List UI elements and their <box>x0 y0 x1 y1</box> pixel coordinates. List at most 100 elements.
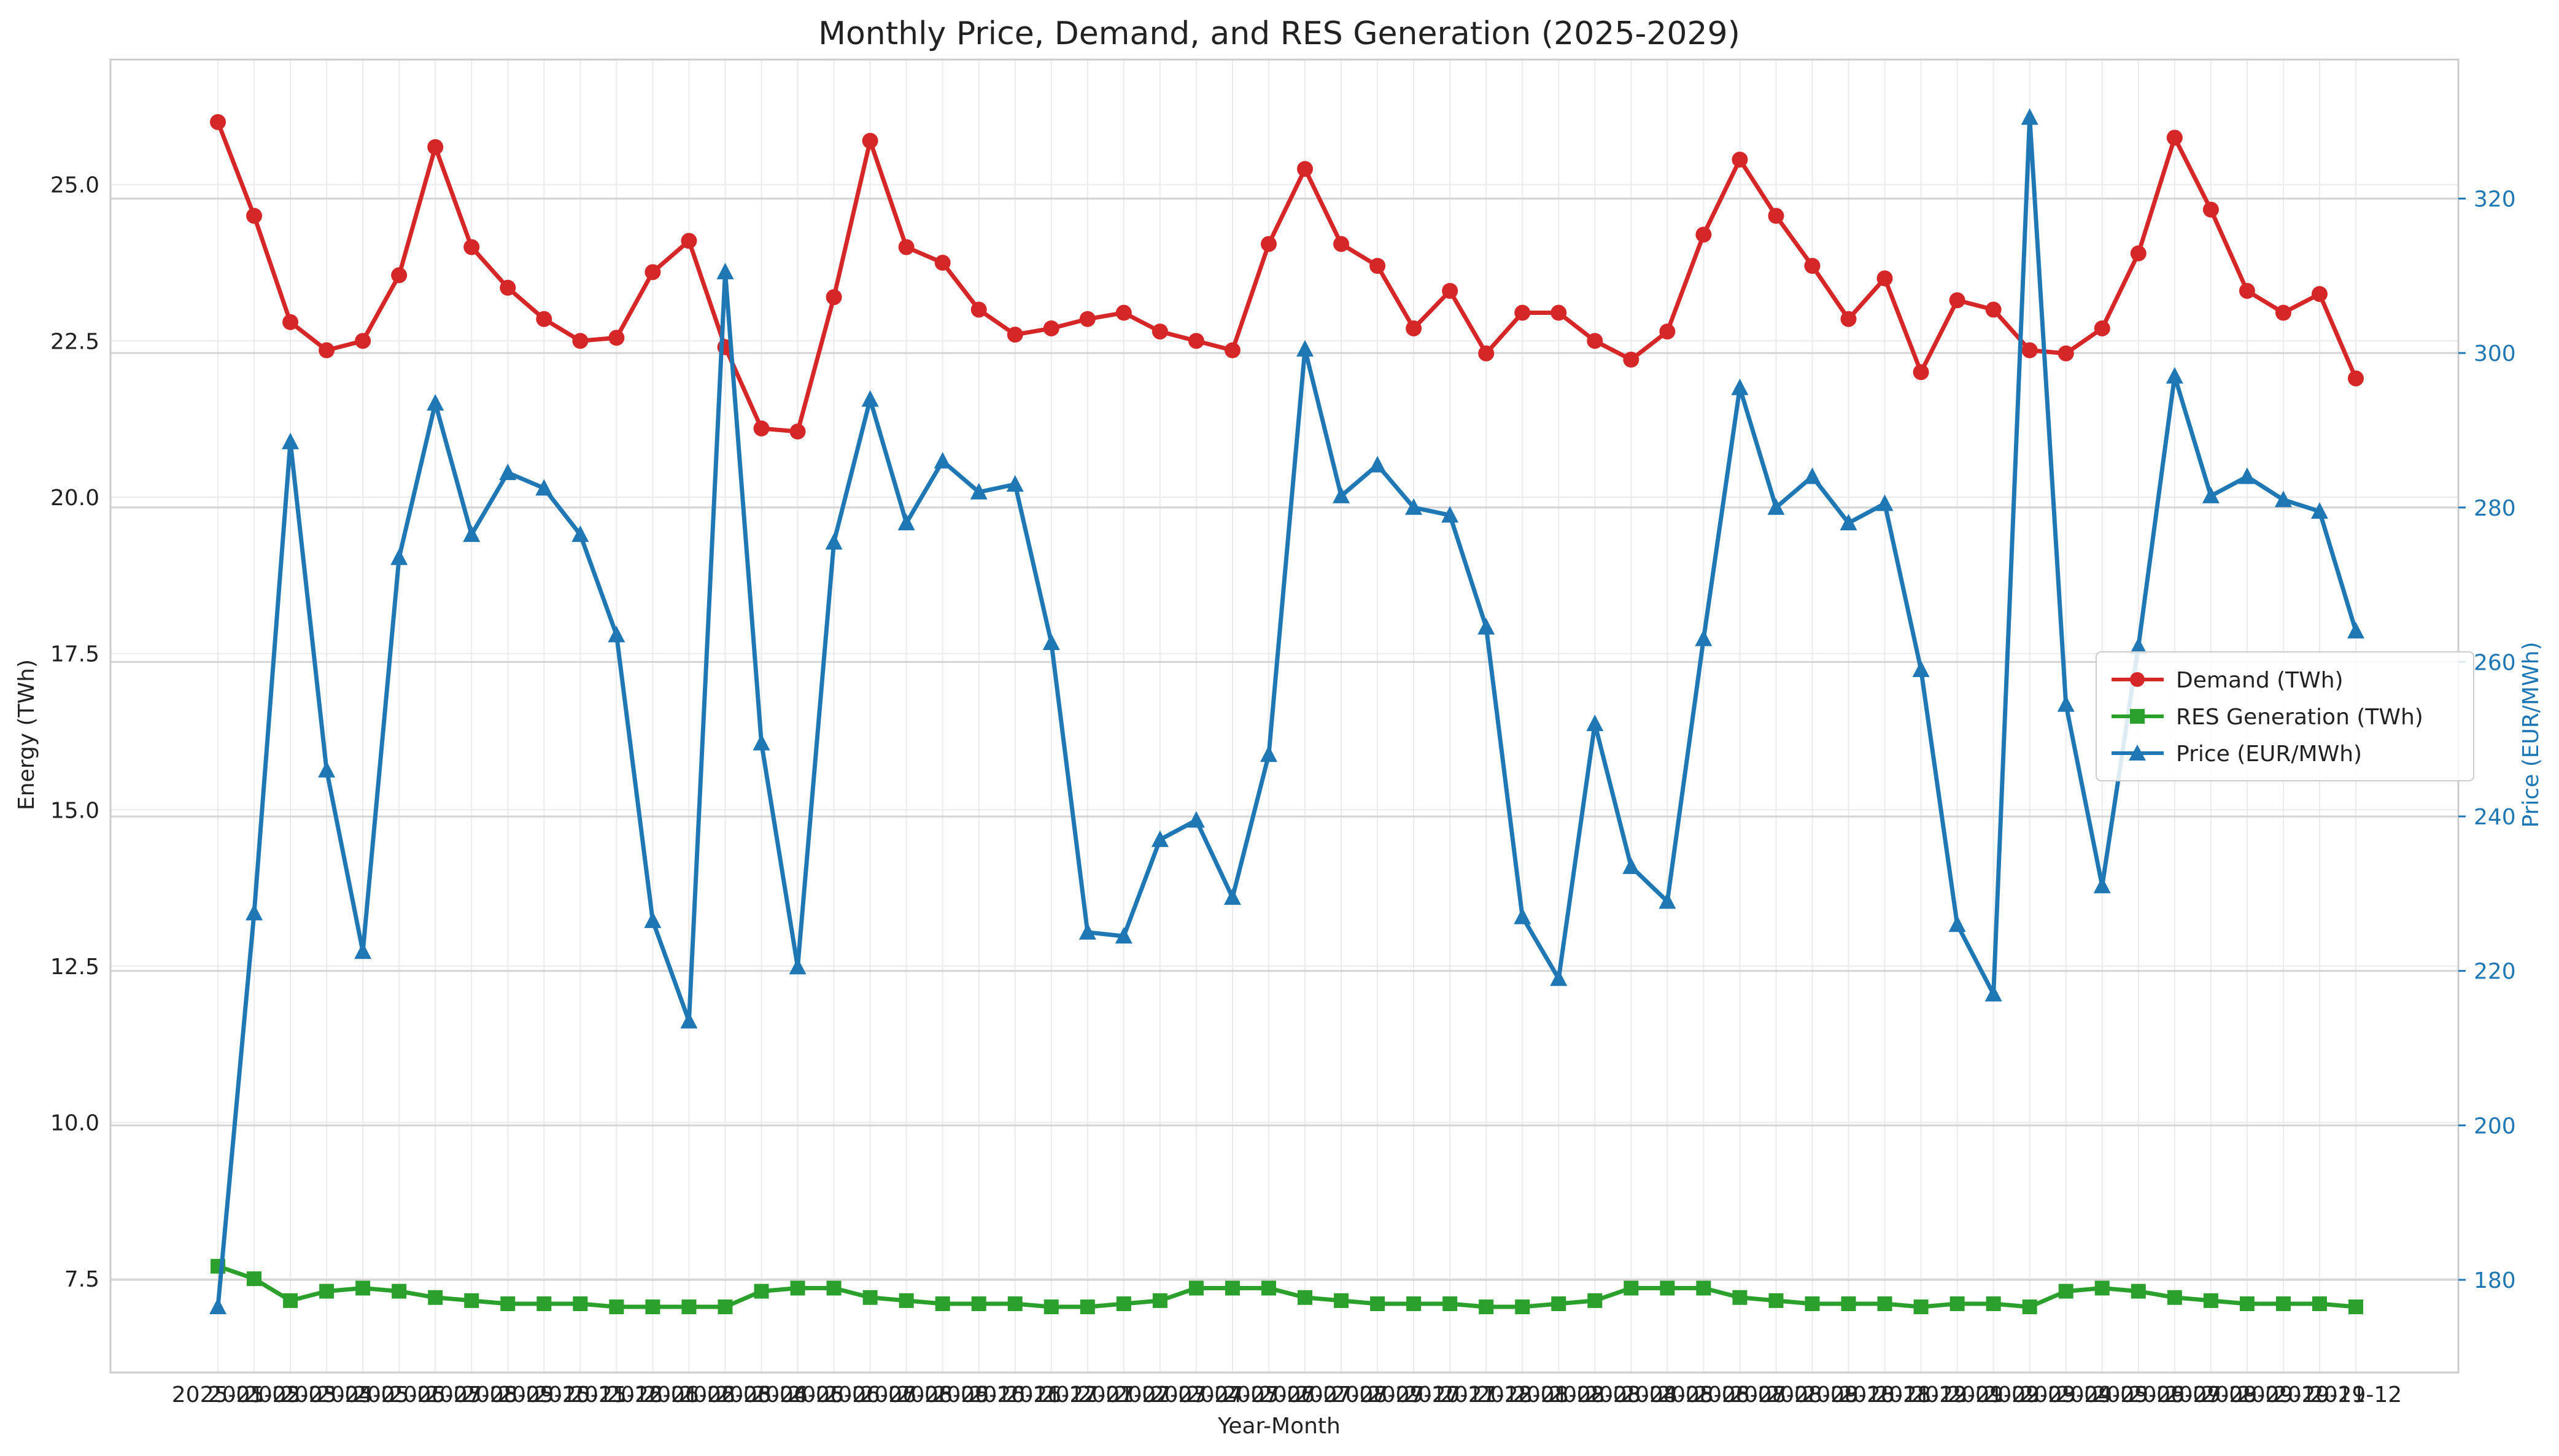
data-point-res-generation-twh <box>1732 1290 1748 1305</box>
data-point-demand-twh <box>2058 345 2074 362</box>
data-point-price-eur-mwh <box>1731 378 1749 395</box>
x-tick-label: 2027-06 <box>1223 1382 1315 1408</box>
data-point-demand-twh <box>1840 311 1857 327</box>
x-tick-label: 2028-07 <box>1694 1382 1786 1408</box>
legend-entry-res-generation: RES Generation (TWh) <box>2112 705 2423 730</box>
data-point-res-generation-twh <box>935 1296 950 1311</box>
y-tick-label-left: 20.0 <box>50 486 99 511</box>
data-point-demand-twh <box>1115 304 1132 321</box>
data-point-res-generation-twh <box>2239 1296 2255 1311</box>
data-point-price-eur-mwh <box>1260 745 1277 762</box>
x-tick-label: 2029-12 <box>2310 1382 2402 1408</box>
data-point-res-generation-twh <box>1587 1293 1603 1308</box>
data-point-demand-twh <box>282 314 299 330</box>
data-point-price-eur-mwh <box>861 390 879 407</box>
x-tick-label: 2027-03 <box>1114 1382 1206 1408</box>
data-point-demand-twh <box>1876 270 1893 287</box>
data-point-res-generation-twh <box>573 1296 588 1311</box>
data-point-price-eur-mwh <box>571 525 589 542</box>
data-point-price-eur-mwh <box>1477 618 1495 635</box>
data-point-demand-twh <box>1804 258 1821 274</box>
y-tick-label-left: 25.0 <box>50 173 99 198</box>
data-point-res-generation-twh <box>1479 1299 1494 1315</box>
data-point-demand-twh <box>1695 227 1712 243</box>
data-point-price-eur-mwh <box>1006 475 1024 492</box>
data-point-price-eur-mwh <box>318 761 336 778</box>
data-point-price-eur-mwh <box>1622 857 1640 874</box>
data-point-price-eur-mwh <box>2310 502 2328 519</box>
data-point-res-generation-twh <box>1442 1296 1458 1311</box>
x-tick-label: 2029-03 <box>1983 1382 2075 1408</box>
y-axis-label-left: Energy (TWh) <box>14 659 39 810</box>
data-point-price-eur-mwh <box>1441 506 1459 523</box>
data-point-demand-twh <box>681 233 697 249</box>
x-tick-label: 2028-08 <box>1730 1382 1822 1408</box>
data-point-price-eur-mwh <box>1912 660 1930 678</box>
data-point-demand-twh <box>1587 333 1603 349</box>
data-point-res-generation-twh <box>2094 1280 2110 1296</box>
x-tick-label: 2026-10 <box>933 1382 1025 1408</box>
data-point-demand-twh <box>2166 130 2183 146</box>
data-point-price-eur-mwh <box>644 911 662 928</box>
x-tick-label: 2026-07 <box>824 1382 916 1408</box>
data-point-res-generation-twh <box>2022 1299 2037 1315</box>
data-point-price-eur-mwh <box>1369 455 1387 473</box>
legend-marker-square <box>2130 709 2145 724</box>
x-tick-label: 2026-08 <box>860 1382 952 1408</box>
data-point-res-generation-twh <box>1913 1299 1929 1315</box>
x-tick-label: 2026-04 <box>715 1382 807 1408</box>
data-point-demand-twh <box>1442 282 1458 299</box>
y-tick-label-right: 280 <box>2474 496 2516 521</box>
x-tick-label: 2026-06 <box>788 1382 880 1408</box>
data-point-res-generation-twh <box>971 1296 986 1311</box>
data-point-demand-twh <box>1768 207 1784 224</box>
x-tick-label: 2025-07 <box>389 1382 481 1408</box>
data-point-price-eur-mwh <box>1876 494 1894 511</box>
data-point-res-generation-twh <box>1406 1296 1422 1311</box>
data-point-demand-twh <box>970 301 987 318</box>
data-point-demand-twh <box>2348 370 2364 387</box>
data-point-res-generation-twh <box>862 1290 878 1305</box>
data-point-demand-twh <box>210 114 226 130</box>
data-point-price-eur-mwh <box>1984 985 2002 1002</box>
data-point-res-generation-twh <box>1298 1290 1313 1305</box>
data-point-res-generation-twh <box>1007 1296 1023 1311</box>
data-point-demand-twh <box>2239 282 2255 299</box>
x-tick-label: 2028-04 <box>1585 1382 1677 1408</box>
data-point-demand-twh <box>1224 342 1241 358</box>
data-point-res-generation-twh <box>1188 1280 1204 1296</box>
data-point-res-generation-twh <box>2131 1284 2146 1299</box>
legend-marker-triangle <box>2129 745 2146 761</box>
data-point-demand-twh <box>826 289 842 306</box>
data-point-res-generation-twh <box>2203 1293 2218 1308</box>
data-point-price-eur-mwh <box>2202 486 2220 503</box>
data-point-res-generation-twh <box>2058 1284 2073 1299</box>
data-point-res-generation-twh <box>681 1299 697 1315</box>
x-tick-label: 2029-11 <box>2274 1382 2366 1408</box>
data-point-price-eur-mwh <box>2093 877 2111 894</box>
data-point-price-eur-mwh <box>463 525 481 542</box>
data-point-price-eur-mwh <box>2238 467 2256 484</box>
data-point-res-generation-twh <box>1515 1299 1530 1315</box>
data-point-res-generation-twh <box>536 1296 552 1311</box>
data-point-demand-twh <box>463 239 480 255</box>
data-point-res-generation-twh <box>1225 1280 1240 1296</box>
data-point-demand-twh <box>608 330 625 346</box>
data-point-price-eur-mwh <box>825 533 843 550</box>
data-point-demand-twh <box>753 420 770 436</box>
data-point-price-eur-mwh <box>1405 498 1423 515</box>
data-point-price-eur-mwh <box>934 452 951 469</box>
data-point-res-generation-twh <box>718 1299 733 1315</box>
y-axis-label-right: Price (EUR/MWh) <box>2518 641 2544 827</box>
x-tick-label: 2028-10 <box>1802 1382 1894 1408</box>
data-point-demand-twh <box>2202 201 2219 218</box>
x-tick-label: 2027-04 <box>1150 1382 1242 1408</box>
data-point-demand-twh <box>427 139 444 155</box>
data-point-price-eur-mwh <box>2166 366 2183 384</box>
x-tick-label: 2027-09 <box>1331 1382 1423 1408</box>
data-point-res-generation-twh <box>1696 1280 1711 1296</box>
data-point-demand-twh <box>536 311 552 327</box>
data-point-demand-twh <box>1406 320 1422 336</box>
x-tick-label: 2026-05 <box>751 1382 843 1408</box>
